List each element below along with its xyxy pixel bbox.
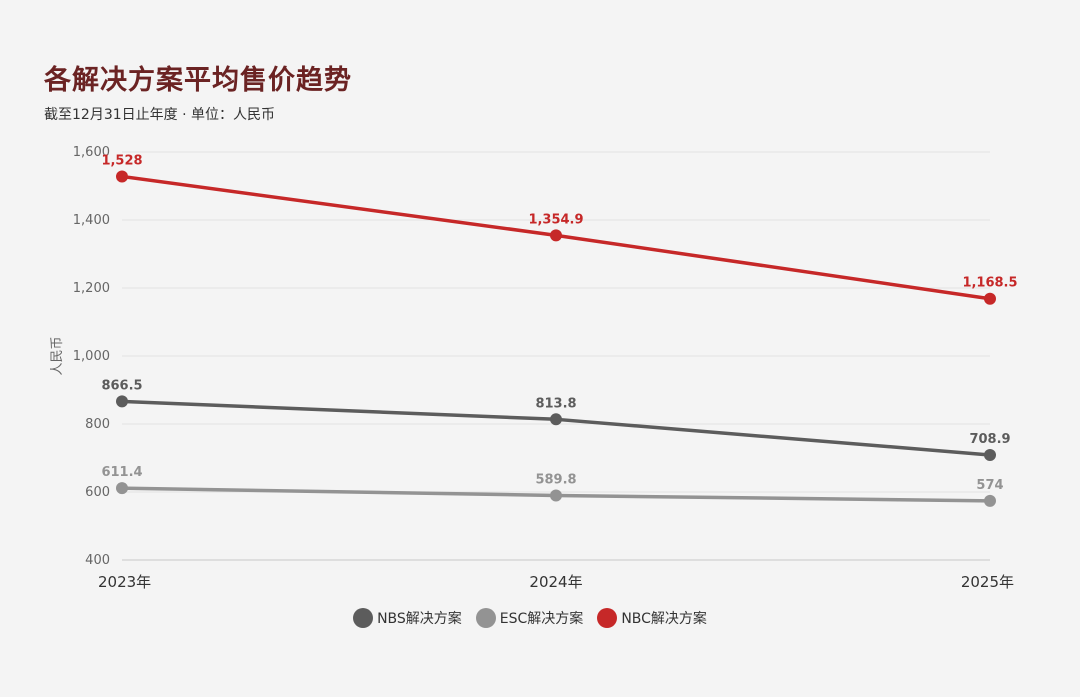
x-tick-label: 2023年 [98, 573, 151, 591]
data-point [116, 482, 128, 495]
legend-label: ESC解决方案 [499, 611, 584, 627]
data-label: 611.4 [101, 465, 142, 480]
x-tick-label: 2025年 [961, 573, 1014, 591]
data-label: 589.8 [535, 472, 576, 487]
data-point [550, 413, 562, 426]
data-label: 866.5 [101, 378, 142, 393]
y-tick-label: 1,000 [73, 349, 110, 364]
data-label: 1,168.5 [962, 276, 1017, 291]
data-label: 813.8 [535, 396, 576, 411]
y-tick-label: 1,400 [73, 213, 110, 228]
data-point [550, 229, 562, 242]
legend-swatch [597, 608, 618, 628]
x-tick-label: 2024年 [529, 573, 582, 591]
data-label: 1,528 [101, 153, 142, 168]
legend-label: NBC解决方案 [621, 611, 707, 627]
data-point [984, 494, 996, 507]
data-point [984, 448, 996, 461]
data-point [984, 292, 996, 305]
legend-item[interactable]: ESC解决方案 [475, 608, 584, 628]
data-point [116, 170, 128, 183]
legend-swatch [353, 608, 374, 628]
y-tick-label: 400 [85, 553, 110, 568]
y-tick-label: 800 [85, 417, 110, 432]
data-label: 574 [976, 478, 1003, 493]
chart-legend: NBS解决方案 ESC解决方案 NBC解决方案 [0, 608, 1060, 628]
data-point [116, 395, 128, 408]
y-axis-title: 人民币 [50, 336, 65, 375]
y-tick-label: 1,200 [73, 281, 110, 296]
legend-item[interactable]: NBC解决方案 [597, 608, 707, 628]
legend-swatch [475, 608, 496, 628]
chart-subtitle: 截至12月31日止年度 · 单位：人民币 [44, 107, 275, 123]
legend-item[interactable]: NBS解决方案 [353, 608, 462, 628]
y-tick-label: 1,600 [73, 145, 110, 160]
data-label: 708.9 [969, 432, 1010, 447]
chart-title: 各解决方案平均售价趋势 [44, 65, 352, 96]
y-tick-label: 600 [85, 485, 110, 500]
data-label: 1,354.9 [528, 212, 583, 227]
legend-label: NBS解决方案 [377, 611, 462, 627]
data-point [550, 489, 562, 502]
